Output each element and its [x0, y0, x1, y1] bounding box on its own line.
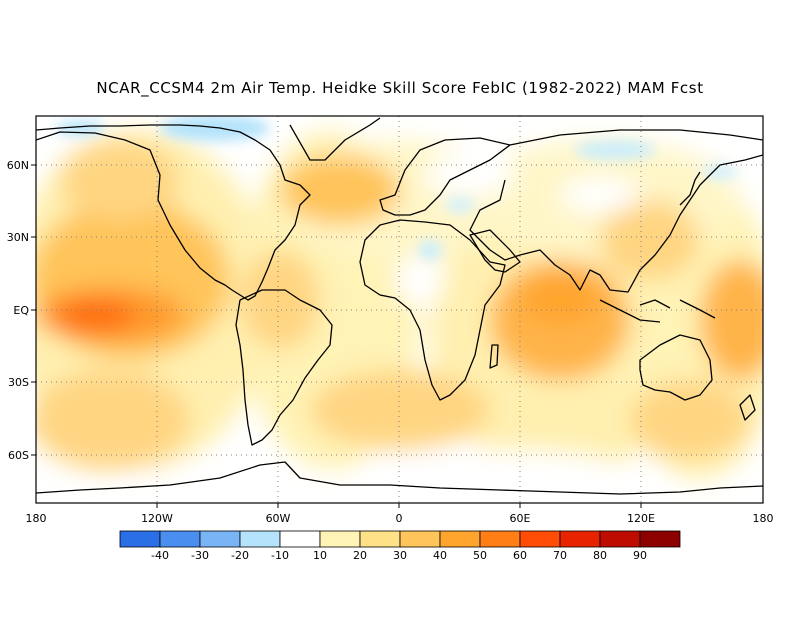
- lon-label-180e: 180: [753, 512, 774, 525]
- colorbar-swatch: [279, 530, 321, 548]
- colorbar-tick-label: -40: [151, 549, 169, 562]
- indonesia-coast: [599, 299, 716, 323]
- colorbar-tick-label: -30: [191, 549, 209, 562]
- europe-coast: [379, 137, 511, 216]
- lon-label-120w: 120W: [141, 512, 173, 525]
- colorbar: -40 -30 -20 -10 10 20 30 40 50 60 70 80 90: [119, 530, 681, 562]
- asia-coast: [469, 129, 763, 293]
- colorbar-tick-label: 80: [593, 549, 607, 562]
- map-title: NCAR_CCSM4 2m Air Temp. Heidke Skill Sco…: [96, 79, 704, 97]
- colorbar-swatch: [519, 530, 561, 548]
- colorbar-swatch: [239, 530, 281, 548]
- colorbar-tick-label: 10: [313, 549, 327, 562]
- colorbar-swatch: [399, 530, 441, 548]
- colorbar-swatch: [479, 530, 521, 548]
- lon-label-60w: 60W: [266, 512, 291, 525]
- skill-score-field: [36, 116, 763, 503]
- longitude-labels: 180 120W 60W 0 60E 120E 180: [26, 512, 774, 525]
- antarctica-coast: [36, 461, 763, 495]
- colorbar-tick-label: 90: [633, 549, 647, 562]
- lon-label-180w: 180: [26, 512, 47, 525]
- lat-label-30s: 30S: [8, 376, 29, 389]
- colorbar-swatch: [639, 530, 681, 548]
- lon-label-0: 0: [396, 512, 403, 525]
- madagascar-coast: [489, 344, 499, 369]
- colorbar-swatch: [319, 530, 361, 548]
- new-zealand-coast: [739, 394, 756, 421]
- lat-label-60s: 60S: [8, 449, 29, 462]
- lat-label-60n: 60N: [7, 159, 29, 172]
- north-america-coast: [36, 124, 311, 301]
- south-america-coast: [235, 289, 333, 446]
- colorbar-tick-label: -20: [231, 549, 249, 562]
- colorbar-swatch: [359, 530, 401, 548]
- latitude-labels: 60N 30N EQ 30S 60S: [7, 159, 30, 462]
- lon-label-60e: 60E: [510, 512, 531, 525]
- japan-coast: [679, 171, 701, 206]
- colorbar-tick-label: -10: [271, 549, 289, 562]
- colorbar-tick-label: 40: [433, 549, 447, 562]
- colorbar-swatch: [599, 530, 641, 548]
- colorbar-swatch: [119, 530, 161, 548]
- colorbar-tick-label: 30: [393, 549, 407, 562]
- africa-coast: [359, 219, 506, 401]
- lon-label-120e: 120E: [627, 512, 655, 525]
- colorbar-tick-label: 20: [353, 549, 367, 562]
- colorbar-swatch: [159, 530, 201, 548]
- australia-coast: [639, 334, 713, 401]
- colorbar-swatch: [559, 530, 601, 548]
- colorbar-tick-label: 70: [553, 549, 567, 562]
- lat-label-30n: 30N: [7, 231, 29, 244]
- colorbar-swatch: [439, 530, 481, 548]
- greenland-coast: [289, 117, 381, 161]
- colorbar-tick-label: 50: [473, 549, 487, 562]
- lat-label-eq: EQ: [13, 304, 29, 317]
- axis-ticks: [31, 164, 642, 508]
- coastlines: [36, 117, 763, 495]
- arabia-coast: [469, 229, 521, 273]
- colorbar-tick-label: 60: [513, 549, 527, 562]
- colorbar-swatch: [199, 530, 241, 548]
